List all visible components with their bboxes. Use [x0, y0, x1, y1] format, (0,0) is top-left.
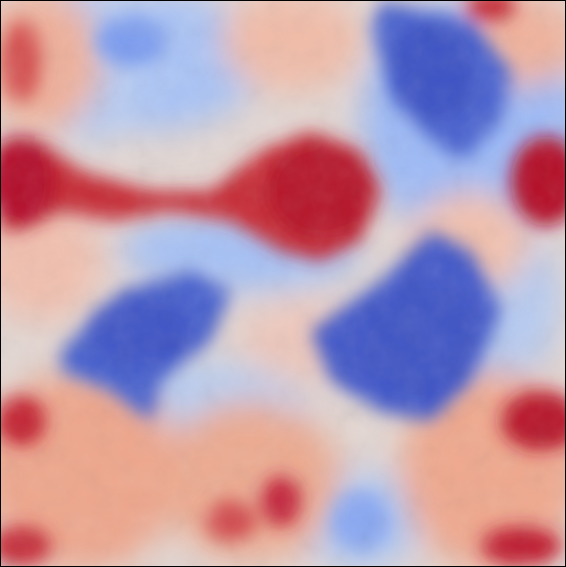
heatmap-frame	[0, 0, 566, 567]
vorticity-field-heatmap	[1, 1, 565, 566]
turbulence-texture	[1, 1, 565, 566]
